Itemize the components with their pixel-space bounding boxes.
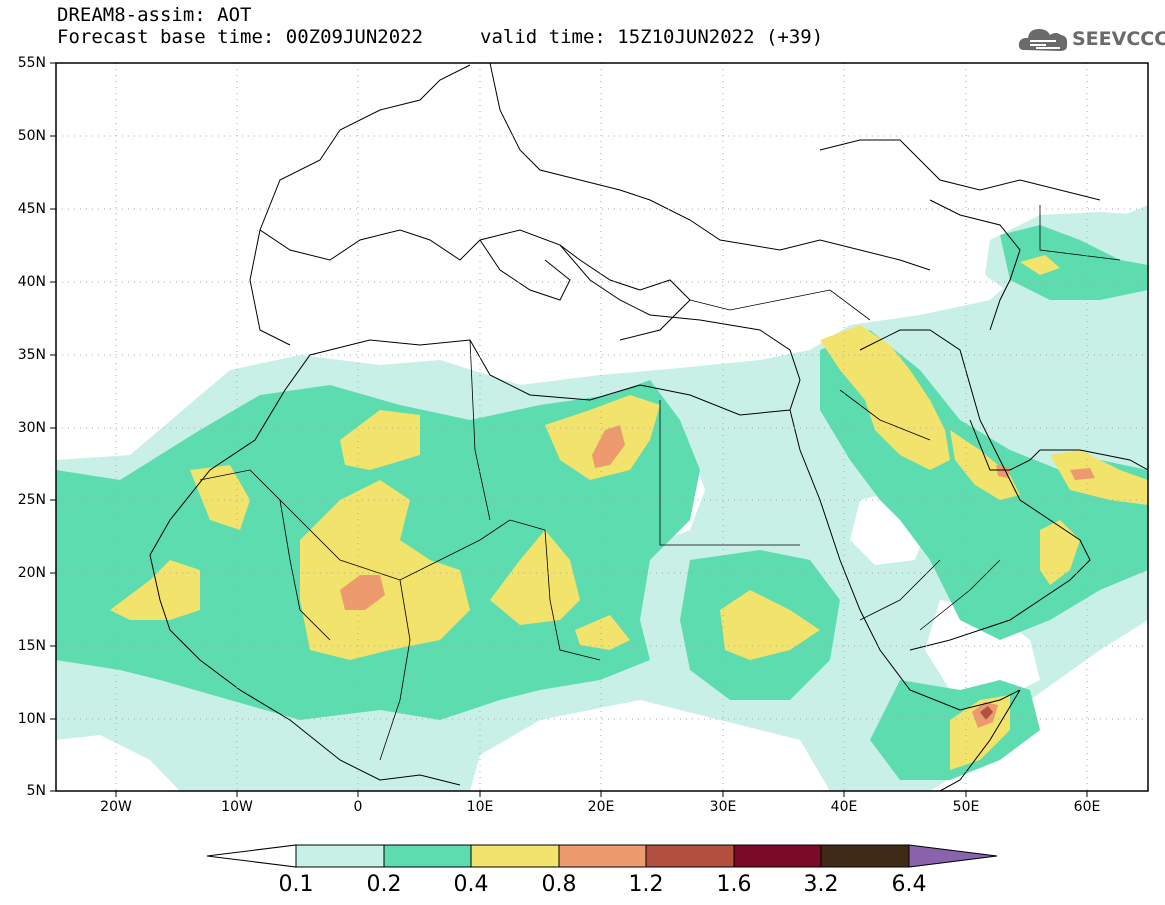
aot-band-04-mauritania bbox=[190, 465, 250, 530]
lat-label: 5N bbox=[26, 783, 46, 799]
aot-band-04-caspian bbox=[1020, 255, 1060, 275]
aot-band-04-chad bbox=[490, 530, 580, 625]
lat-label: 25N bbox=[17, 492, 46, 508]
lat-label: 10N bbox=[17, 711, 46, 727]
lat-label: 30N bbox=[17, 420, 46, 436]
seevccc-logo: SEEVCCC bbox=[1016, 20, 1165, 60]
map-title: DREAM8-assim: AOT bbox=[57, 4, 252, 26]
colorbar-label: 0.8 bbox=[541, 872, 577, 897]
lat-label: 15N bbox=[17, 638, 46, 654]
lon-label: 50E bbox=[952, 799, 980, 815]
lon-label: 40E bbox=[830, 799, 858, 815]
lat-label: 35N bbox=[17, 347, 46, 363]
forecast-base-time: Forecast base time: 00Z09JUN2022 bbox=[57, 26, 424, 48]
colorbar-label: 1.6 bbox=[716, 872, 752, 897]
aot-band-08-libya bbox=[592, 425, 625, 468]
lat-label: 20N bbox=[17, 565, 46, 581]
lon-label: 30E bbox=[709, 799, 737, 815]
lon-label: 60E bbox=[1073, 799, 1101, 815]
aot-band-08-iran bbox=[1070, 468, 1095, 480]
lat-label: 55N bbox=[17, 55, 46, 71]
borders bbox=[199, 205, 1121, 761]
aot-field bbox=[56, 63, 1148, 791]
colorbar-label: 3.2 bbox=[803, 872, 839, 897]
aot-band-04-sudan bbox=[720, 590, 820, 660]
lon-label: 10W bbox=[221, 799, 253, 815]
colorbar-label: 6.4 bbox=[891, 872, 927, 897]
map-frame bbox=[55, 62, 1149, 792]
lat-label: 40N bbox=[17, 274, 46, 290]
cloud-icon bbox=[1018, 29, 1068, 51]
aot-band-04-iran-coast bbox=[1050, 450, 1148, 505]
colorbar-label: 0.1 bbox=[278, 872, 314, 897]
aot-band-08-gulf bbox=[996, 465, 1010, 478]
colorbar-label: 1.2 bbox=[628, 872, 664, 897]
aot-band-04-mali bbox=[300, 480, 470, 660]
lon-label: 0 bbox=[353, 799, 363, 815]
aot-band-08-mali bbox=[340, 575, 385, 610]
aot-band-04-algeria bbox=[340, 410, 420, 470]
aot-band-04-sahel-w bbox=[110, 560, 200, 620]
aot-band-04-gulf bbox=[950, 430, 1020, 500]
valid-time: valid time: 15Z10JUN2022 (+39) bbox=[480, 26, 824, 48]
graticule bbox=[56, 63, 1148, 791]
colorbar-label: 0.2 bbox=[366, 872, 402, 897]
axis-ticks bbox=[50, 62, 1088, 797]
coastlines bbox=[149, 63, 1148, 791]
logo-text: SEEVCCC bbox=[1072, 28, 1165, 50]
aot-band-04-iraq bbox=[820, 325, 950, 470]
aot-band-04-chad2 bbox=[575, 615, 630, 650]
lat-label: 50N bbox=[17, 128, 46, 144]
colorbar-label: 0.4 bbox=[453, 872, 489, 897]
lon-label: 10E bbox=[466, 799, 494, 815]
lon-label: 20W bbox=[100, 799, 132, 815]
aot-band-12-somalia bbox=[980, 706, 993, 720]
aot-band-02-caspian bbox=[1000, 225, 1148, 300]
aot-band-04-oman bbox=[1040, 520, 1080, 585]
lat-label: 45N bbox=[17, 201, 46, 217]
lon-label: 20E bbox=[587, 799, 615, 815]
